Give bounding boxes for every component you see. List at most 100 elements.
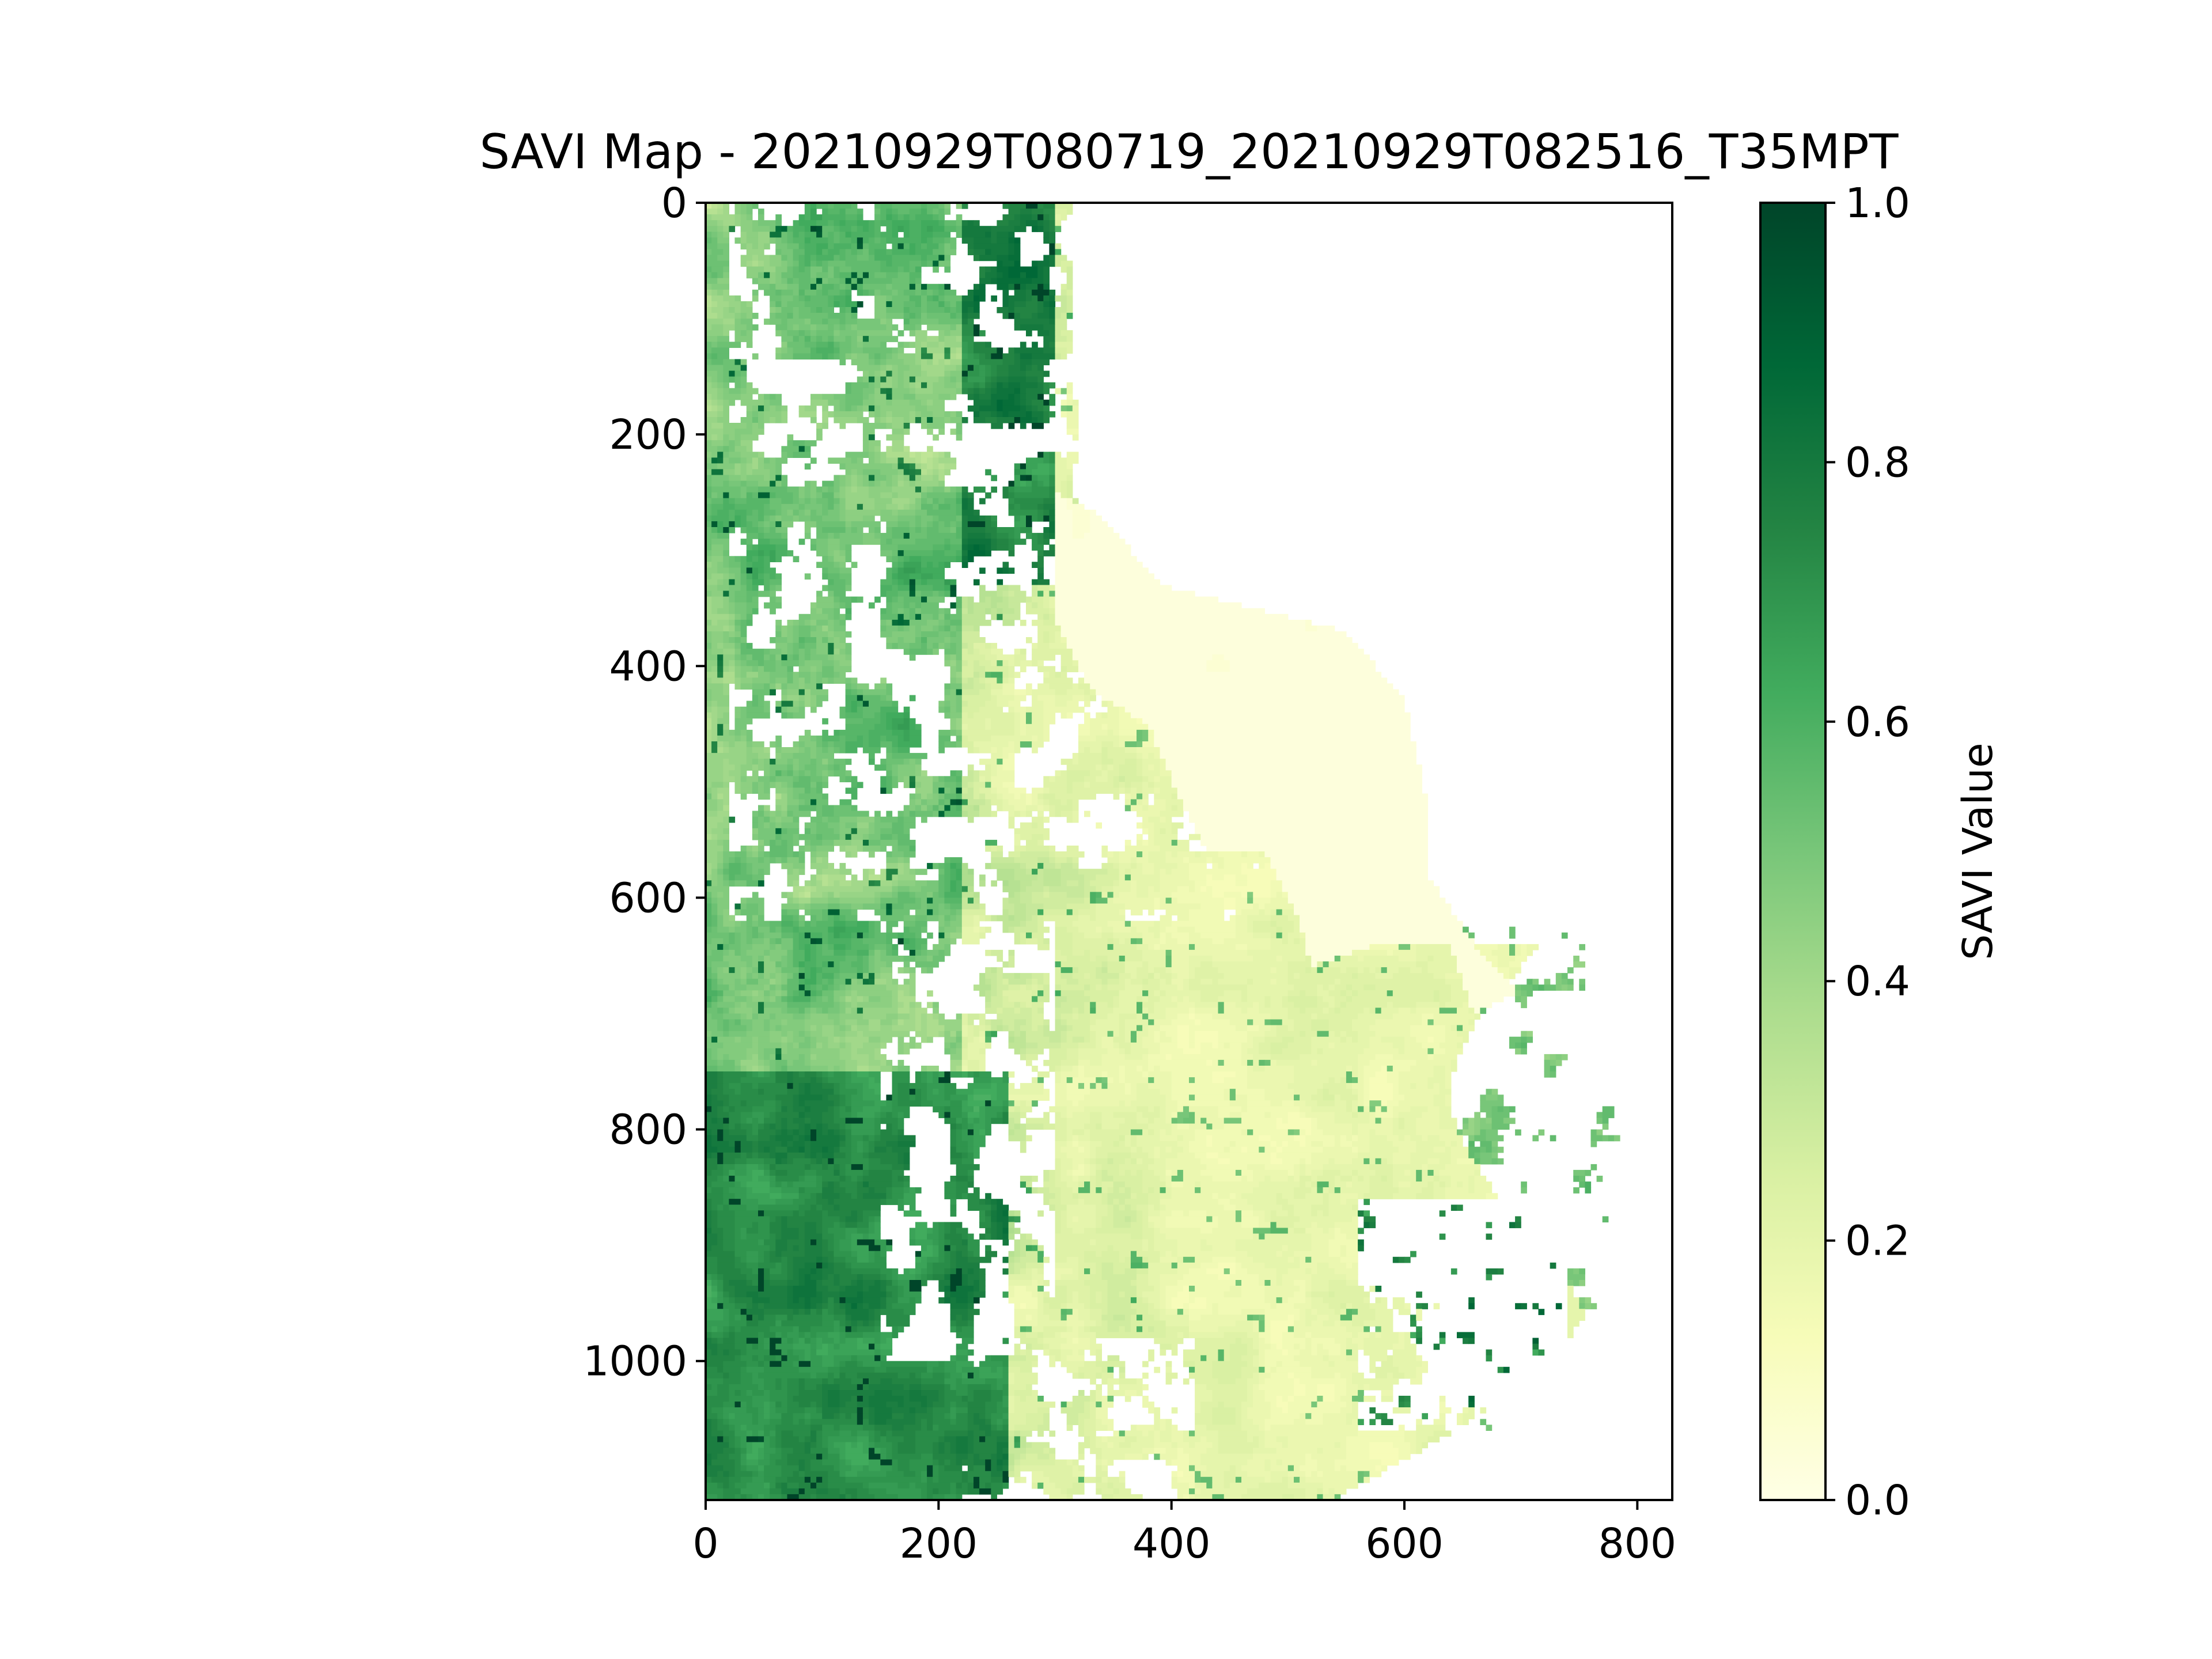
heatmap-cell: [758, 567, 764, 574]
heatmap-cell: [933, 295, 939, 302]
heatmap-cell: [1165, 926, 1178, 933]
heatmap-cell: [1154, 944, 1160, 950]
heatmap-cell: [804, 949, 811, 956]
heatmap-cell: [729, 938, 736, 945]
heatmap-cell: [845, 996, 852, 1002]
heatmap-cell: [997, 984, 1009, 991]
heatmap-cell: [717, 903, 729, 910]
heatmap-cell: [839, 602, 846, 609]
heatmap-cell: [781, 319, 788, 325]
heatmap-cell: [1171, 949, 1248, 956]
heatmap-cell: [781, 295, 794, 302]
heatmap-cell: [915, 921, 927, 927]
heatmap-cell: [909, 452, 916, 458]
heatmap-cell: [1148, 886, 1154, 892]
heatmap-cell: [828, 631, 834, 638]
heatmap-cell: [798, 336, 805, 342]
heatmap-cell: [1235, 932, 1253, 939]
heatmap-cell: [961, 336, 974, 342]
heatmap-cell: [892, 979, 899, 985]
heatmap-cell: [734, 735, 741, 742]
heatmap-cell: [845, 845, 858, 852]
heatmap-cell: [927, 255, 939, 262]
heatmap-cell: [723, 324, 736, 331]
heatmap-cell: [851, 243, 858, 250]
heatmap-cell: [991, 278, 997, 285]
heatmap-cell: [903, 550, 933, 556]
heatmap-cell: [892, 747, 899, 753]
heatmap-cell: [1014, 393, 1021, 400]
heatmap-cell: [927, 423, 945, 429]
heatmap-cell: [746, 961, 753, 968]
heatmap-cell: [787, 313, 794, 319]
heatmap-cell: [810, 967, 817, 974]
heatmap-cell: [892, 845, 899, 852]
heatmap-cell: [903, 469, 910, 476]
heatmap-cell: [816, 695, 828, 702]
heatmap-cell: [1020, 932, 1027, 939]
heatmap-cell: [1037, 393, 1044, 400]
heatmap-cell: [734, 359, 741, 366]
heatmap-cell: [816, 672, 823, 678]
heatmap-cell: [839, 863, 846, 869]
heatmap-cell: [1200, 903, 1225, 910]
heatmap-cell: [944, 897, 963, 904]
heatmap-cell: [921, 590, 933, 597]
heatmap-cell: [1119, 869, 1126, 875]
heatmap-cell: [706, 359, 712, 366]
heatmap-cell: [711, 724, 718, 730]
heatmap-cell: [1160, 880, 1195, 887]
heatmap-cell: [1154, 990, 1160, 997]
heatmap-cell: [961, 683, 974, 690]
heatmap-cell: [734, 764, 741, 771]
heatmap-cell: [1072, 863, 1079, 869]
heatmap-cell: [1137, 863, 1143, 869]
heatmap-cell: [804, 660, 823, 666]
heatmap-cell: [1002, 799, 1009, 806]
heatmap-cell: [793, 956, 805, 962]
heatmap-cell: [740, 672, 747, 678]
heatmap-cell: [1463, 973, 1504, 979]
heatmap-cell: [1014, 845, 1027, 852]
heatmap-cell: [880, 480, 887, 487]
heatmap-cell: [798, 411, 817, 418]
heatmap-cell: [857, 289, 863, 296]
heatmap-cell: [758, 590, 770, 597]
heatmap-cell: [857, 503, 863, 510]
heatmap-cell: [758, 932, 764, 939]
heatmap-cell: [1224, 897, 1236, 904]
heatmap-cell: [851, 874, 858, 881]
heatmap-cell: [1160, 973, 1172, 979]
heatmap-cell: [775, 596, 782, 603]
heatmap-cell: [740, 712, 747, 719]
heatmap-cell: [717, 880, 724, 887]
heatmap-cell: [1026, 515, 1032, 522]
heatmap-cell: [927, 527, 939, 533]
heatmap-cell: [1043, 533, 1050, 539]
heatmap-cell: [862, 539, 881, 545]
heatmap-cell: [1066, 272, 1073, 279]
heatmap-cell: [804, 480, 811, 487]
heatmap-cell: [706, 608, 712, 615]
heatmap-cell: [752, 579, 764, 586]
heatmap-cell: [810, 874, 817, 881]
heatmap-cell: [1515, 984, 1521, 991]
heatmap-cell: [1055, 226, 1062, 232]
heatmap-cell: [921, 944, 927, 950]
heatmap-cell: [915, 480, 939, 487]
heatmap-cell: [880, 695, 887, 702]
heatmap-cell: [892, 283, 910, 290]
heatmap-cell: [706, 492, 712, 499]
heatmap-cell: [734, 741, 747, 748]
heatmap-cell: [927, 649, 933, 655]
heatmap-cell: [752, 944, 770, 950]
heatmap-cell: [1014, 810, 1021, 817]
heatmap-cell: [851, 805, 858, 812]
heatmap-cell: [927, 486, 933, 493]
heatmap-cell: [711, 515, 729, 522]
heatmap-cell: [897, 365, 910, 372]
heatmap-cell: [822, 289, 828, 296]
heatmap-cell: [909, 973, 916, 979]
heatmap-cell: [967, 602, 974, 609]
heatmap-cell: [903, 613, 910, 620]
